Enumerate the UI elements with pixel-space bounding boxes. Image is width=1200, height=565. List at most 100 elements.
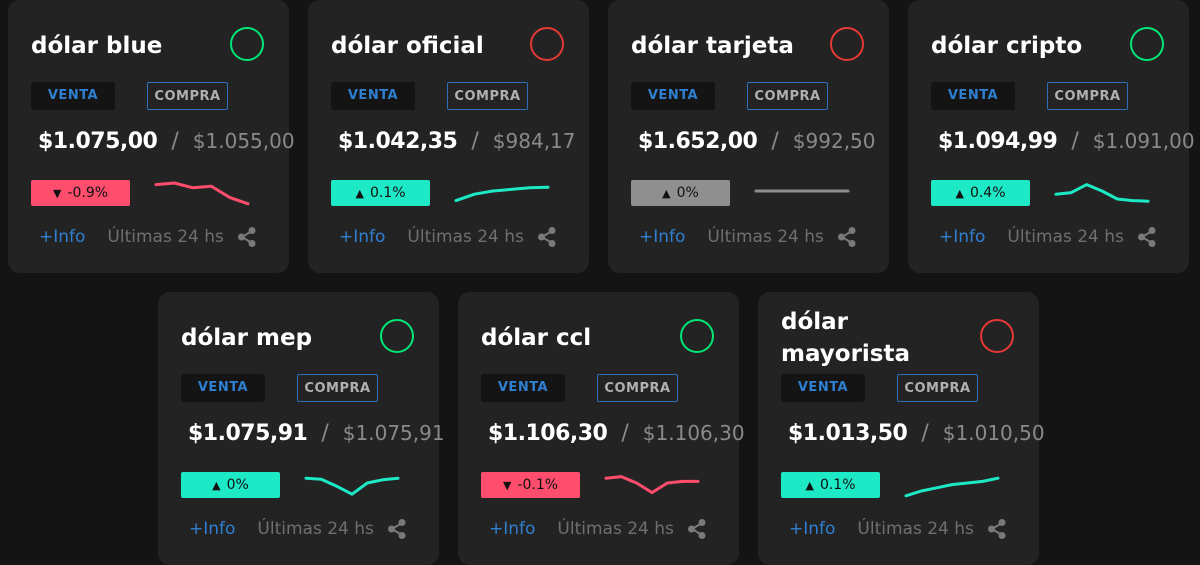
status-indicator-icon	[380, 319, 414, 353]
trend-arrow-icon: ▲	[805, 479, 814, 492]
sparkline-chart	[604, 475, 700, 495]
venta-tab[interactable]: VENTA	[781, 374, 865, 402]
info-link[interactable]: +Info	[639, 227, 686, 247]
venta-tab[interactable]: VENTA	[331, 82, 415, 110]
card-footer: +Info Últimas 24 hs	[39, 225, 224, 249]
sparkline-chart	[454, 185, 550, 203]
compra-tab[interactable]: COMPRA	[597, 374, 678, 402]
change-percent: 0%	[226, 477, 249, 493]
change-percent: 0.1%	[369, 185, 406, 201]
price-row: $1.075,00 / $1.055,00	[38, 124, 295, 158]
card-footer: +Info Últimas 24 hs	[939, 225, 1124, 249]
price-separator: /	[1071, 129, 1079, 154]
venta-tab[interactable]: VENTA	[181, 374, 265, 402]
info-link[interactable]: +Info	[939, 227, 986, 247]
status-indicator-icon	[980, 319, 1014, 353]
trend-arrow-icon: ▲	[355, 187, 364, 200]
last-24h-link[interactable]: Últimas 24 hs	[557, 519, 674, 539]
venta-price: $1.075,00	[38, 129, 158, 154]
venta-tab[interactable]: VENTA	[931, 82, 1015, 110]
share-icon[interactable]	[837, 226, 857, 248]
change-percent: -0.1%	[517, 477, 559, 493]
venta-tab[interactable]: VENTA	[31, 82, 115, 110]
change-percent: 0.1%	[819, 477, 856, 493]
card-footer: +Info Últimas 24 hs	[789, 517, 974, 541]
venta-price: $1.042,35	[338, 129, 458, 154]
share-icon[interactable]	[1137, 226, 1157, 248]
share-icon[interactable]	[687, 518, 707, 540]
share-icon[interactable]	[387, 518, 407, 540]
info-link[interactable]: +Info	[39, 227, 86, 247]
rate-card-ccl: dólar ccl VENTA COMPRA $1.106,30/$1.106,…	[458, 292, 745, 565]
venta-price: $1.075,91	[188, 421, 308, 446]
card-footer: +Info Últimas 24 hs	[189, 517, 374, 541]
card-title: dólar tarjeta	[631, 33, 794, 59]
info-link[interactable]: +Info	[789, 519, 836, 539]
compra-tab[interactable]: COMPRA	[747, 82, 828, 110]
compra-tab[interactable]: COMPRA	[1047, 82, 1128, 110]
card-title: dólar ccl	[481, 325, 592, 351]
compra-price: $1.055,00	[192, 129, 295, 153]
share-icon[interactable]	[987, 518, 1007, 540]
trend-arrow-icon: ▲	[955, 187, 964, 200]
info-link[interactable]: +Info	[339, 227, 386, 247]
price-row: $1.042,35 / $984,17	[338, 124, 576, 158]
last-24h-link[interactable]: Últimas 24 hs	[1007, 227, 1124, 247]
sparkline-path	[1054, 183, 1150, 203]
status-indicator-icon	[680, 319, 714, 353]
sparkline-path	[454, 185, 550, 203]
price-separator: /	[171, 129, 179, 154]
sparkline-chart	[904, 476, 1000, 498]
change-percent: 0%	[676, 185, 699, 201]
last-24h-link[interactable]: Últimas 24 hs	[857, 519, 974, 539]
price-separator: /	[471, 129, 479, 154]
rate-card-mep: dólar mep VENTA COMPRA $1.075,91/$1.075,…	[158, 292, 445, 565]
compra-tab[interactable]: COMPRA	[447, 82, 528, 110]
card-title: dólar mayorista	[781, 309, 911, 367]
sparkline-chart	[154, 181, 250, 206]
change-badge: ▲ 0%	[631, 180, 730, 206]
rate-card-mayorista: dólar mayorista VENTA COMPRA $1.013,50/$…	[758, 292, 1045, 565]
venta-price: $1.094,99	[938, 129, 1058, 154]
last-24h-link[interactable]: Últimas 24 hs	[407, 227, 524, 247]
price-separator: /	[921, 421, 929, 446]
card-title: dólar mep	[181, 325, 313, 351]
share-icon[interactable]	[237, 226, 257, 248]
info-link[interactable]: +Info	[489, 519, 536, 539]
last-24h-link[interactable]: Últimas 24 hs	[707, 227, 824, 247]
rate-card-tarjeta: dólar tarjeta VENTA COMPRA $1.652,00 / $99…	[608, 0, 889, 273]
compra-tab[interactable]: COMPRA	[897, 374, 978, 402]
compra-tab[interactable]: COMPRA	[297, 374, 378, 402]
compra-price: $1.075,91	[342, 421, 445, 445]
price-separator: /	[771, 129, 779, 154]
venta-tab[interactable]: VENTA	[481, 374, 565, 402]
trend-arrow-icon: ▲	[662, 187, 671, 200]
share-icon[interactable]	[537, 226, 557, 248]
sparkline-chart	[304, 476, 400, 496]
venta-tab[interactable]: VENTA	[631, 82, 715, 110]
price-separator: /	[621, 421, 629, 446]
price-row: $1.094,99 / $1.091,00	[938, 124, 1195, 158]
card-footer: +Info Últimas 24 hs	[339, 225, 524, 249]
price-row: $1.013,50 / $1.010,50	[788, 416, 1045, 450]
last-24h-link[interactable]: Últimas 24 hs	[107, 227, 224, 247]
venta-price: $1.106,30	[488, 421, 608, 446]
compra-price: $1.091,00	[1092, 129, 1195, 153]
change-percent: -0.9%	[67, 185, 109, 201]
price-row: $1.106,30 / $1.106,30	[488, 416, 745, 450]
price-row: $1.652,00 / $992,50	[638, 124, 876, 158]
compra-tab[interactable]: COMPRA	[147, 82, 228, 110]
change-badge: ▲ 0.1%	[781, 472, 880, 498]
card-title: dólar cripto	[931, 33, 1083, 59]
compra-price: $1.106,30	[642, 421, 745, 445]
status-indicator-icon	[530, 27, 564, 61]
change-badge: ▼ -0.1%	[481, 472, 580, 498]
sparkline-path	[904, 476, 1000, 498]
card-title: dólar blue	[31, 33, 163, 59]
last-24h-link[interactable]: Últimas 24 hs	[257, 519, 374, 539]
change-badge: ▲ 0.1%	[331, 180, 430, 206]
info-link[interactable]: +Info	[189, 519, 236, 539]
change-badge: ▲ 0%	[181, 472, 280, 498]
compra-price: $984,17	[492, 129, 576, 153]
sparkline-chart	[754, 189, 850, 193]
